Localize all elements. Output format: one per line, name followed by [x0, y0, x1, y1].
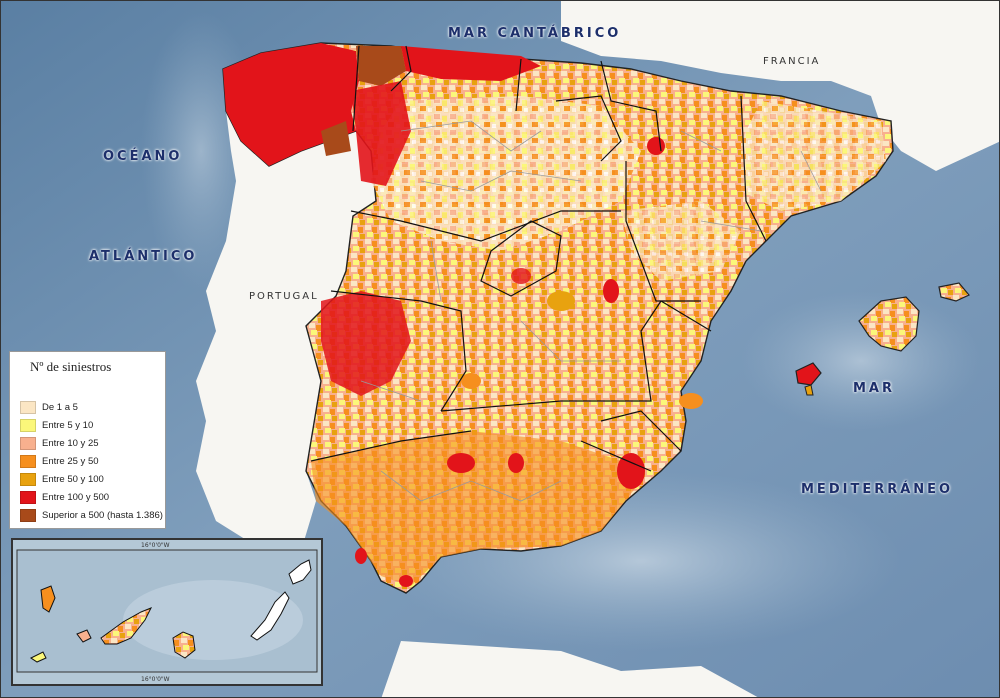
inset-coord-bottom: 16°0'0"W: [141, 676, 170, 683]
legend-swatch: [20, 418, 36, 432]
legend-title: Nº de siniestros: [30, 359, 112, 374]
gran-canaria: [172, 631, 196, 659]
legend-item: Entre 10 y 25: [20, 436, 99, 450]
legend-swatch: [20, 400, 36, 414]
regional-borders: [310, 45, 767, 472]
legend-swatch: [20, 454, 36, 468]
lanzarote: [288, 559, 312, 585]
label-mar-cantabrico: MAR CANTÁBRICO: [448, 26, 622, 41]
legend-label: Entre 25 y 50: [42, 455, 99, 467]
legend-swatch: [20, 508, 36, 522]
africa-land: [381, 641, 758, 697]
label-oceano: OCÉANO: [103, 149, 183, 164]
label-portugal: PORTUGAL: [249, 291, 319, 302]
inset-coord-top: 16°0'0"W: [141, 542, 170, 549]
label-mar: MAR: [853, 381, 896, 396]
legend-label: De 1 a 5: [42, 401, 78, 413]
tenerife: [100, 607, 153, 645]
la-palma: [40, 585, 56, 613]
provincial-borders: [360, 120, 822, 502]
legend-item: Entre 50 y 100: [20, 472, 104, 486]
legend-item: Entre 100 y 500: [20, 490, 109, 504]
formentera: [804, 384, 814, 396]
la-gomera: [76, 629, 92, 643]
el-hierro: [30, 651, 47, 663]
legend-label: Entre 10 y 25: [42, 437, 99, 449]
ibiza: [795, 362, 822, 386]
legend-swatch: [20, 472, 36, 486]
fuerteventura: [250, 591, 290, 641]
legend-swatch: [20, 436, 36, 450]
label-francia: FRANCIA: [763, 56, 821, 67]
legend-item: De 1 a 5: [20, 400, 78, 414]
legend-item: Entre 25 y 50: [20, 454, 99, 468]
label-atlantico: ATLÁNTICO: [89, 249, 198, 264]
legend-swatch: [20, 490, 36, 504]
portugal-land: [196, 111, 376, 551]
inset-canvas: [16, 549, 318, 673]
legend-item: Entre 5 y 10: [20, 418, 93, 432]
canary-islands-inset: 16°0'0"W 16°0'0"W: [11, 538, 323, 686]
menorca: [938, 282, 970, 302]
mallorca: [858, 296, 920, 352]
legend-item: Superior a 500 (hasta 1.386): [20, 508, 163, 522]
legend-label: Superior a 500 (hasta 1.386): [42, 509, 163, 521]
label-mediterraneo: MEDITERRÁNEO: [801, 482, 954, 497]
legend-label: Entre 50 y 100: [42, 473, 104, 485]
legend-label: Entre 5 y 10: [42, 419, 94, 431]
legend-label: Entre 100 y 500: [42, 491, 110, 503]
legend: Nº de siniestros De 1 a 5 Entre 5 y 10 E…: [9, 351, 166, 529]
